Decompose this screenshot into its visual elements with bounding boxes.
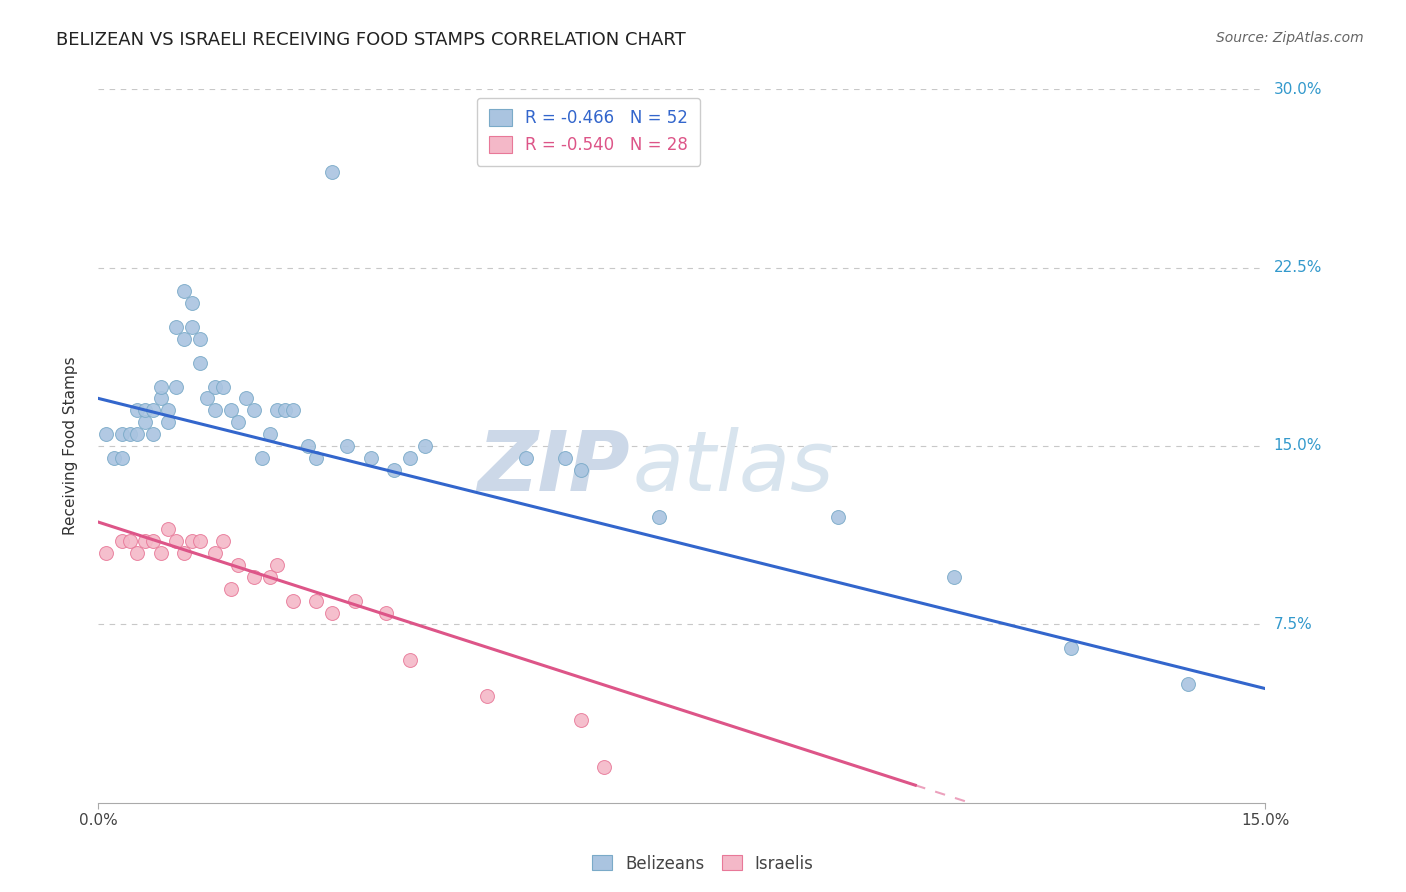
- Point: [111, 427, 134, 442]
- Point: [398, 653, 420, 667]
- Legend: Belizeans, Israelis: Belizeans, Israelis: [586, 848, 820, 880]
- Y-axis label: Receiving Food Stamps: Receiving Food Stamps: [63, 357, 77, 535]
- Point: [647, 510, 669, 524]
- Point: [149, 546, 172, 560]
- Point: [188, 356, 211, 370]
- Point: [142, 534, 165, 549]
- Point: [165, 379, 187, 393]
- Point: [375, 606, 398, 620]
- Point: [127, 546, 149, 560]
- Point: [1060, 641, 1083, 656]
- Point: [515, 450, 537, 465]
- Point: [157, 522, 180, 536]
- Point: [173, 332, 195, 346]
- Point: [165, 320, 187, 334]
- Point: [188, 332, 211, 346]
- Text: 7.5%: 7.5%: [1274, 617, 1312, 632]
- Point: [382, 463, 405, 477]
- Point: [336, 439, 359, 453]
- Point: [281, 403, 304, 417]
- Point: [321, 165, 343, 179]
- Point: [142, 403, 165, 417]
- Point: [243, 403, 266, 417]
- Point: [250, 450, 273, 465]
- Point: [127, 403, 149, 417]
- Point: [228, 558, 250, 572]
- Point: [413, 439, 436, 453]
- Point: [134, 415, 156, 429]
- Point: [305, 593, 328, 607]
- Point: [134, 403, 156, 417]
- Point: [204, 403, 226, 417]
- Point: [305, 450, 328, 465]
- Text: 22.5%: 22.5%: [1274, 260, 1322, 275]
- Point: [157, 403, 180, 417]
- Point: [274, 403, 297, 417]
- Point: [943, 570, 966, 584]
- Point: [212, 534, 235, 549]
- Point: [1177, 677, 1199, 691]
- Point: [321, 606, 343, 620]
- Point: [180, 320, 202, 334]
- Point: [569, 463, 592, 477]
- Point: [259, 570, 281, 584]
- Point: [297, 439, 319, 453]
- Point: [134, 534, 156, 549]
- Text: Source: ZipAtlas.com: Source: ZipAtlas.com: [1216, 31, 1364, 45]
- Point: [118, 534, 141, 549]
- Point: [195, 392, 218, 406]
- Point: [259, 427, 281, 442]
- Point: [266, 403, 288, 417]
- Text: BELIZEAN VS ISRAELI RECEIVING FOOD STAMPS CORRELATION CHART: BELIZEAN VS ISRAELI RECEIVING FOOD STAMP…: [56, 31, 686, 49]
- Point: [228, 415, 250, 429]
- Point: [827, 510, 849, 524]
- Point: [103, 450, 125, 465]
- Point: [165, 534, 187, 549]
- Point: [149, 392, 172, 406]
- Point: [157, 415, 180, 429]
- Point: [127, 427, 149, 442]
- Legend: R = -0.466   N = 52, R = -0.540   N = 28: R = -0.466 N = 52, R = -0.540 N = 28: [477, 97, 700, 166]
- Point: [569, 713, 592, 727]
- Point: [212, 379, 235, 393]
- Point: [235, 392, 257, 406]
- Point: [243, 570, 266, 584]
- Point: [180, 296, 202, 310]
- Point: [173, 285, 195, 299]
- Point: [593, 760, 616, 774]
- Point: [111, 450, 134, 465]
- Text: ZIP: ZIP: [477, 427, 630, 508]
- Point: [96, 546, 118, 560]
- Point: [219, 403, 242, 417]
- Point: [344, 593, 367, 607]
- Point: [180, 534, 202, 549]
- Point: [477, 689, 499, 703]
- Point: [142, 427, 165, 442]
- Point: [118, 427, 141, 442]
- Point: [219, 582, 242, 596]
- Point: [281, 593, 304, 607]
- Text: 30.0%: 30.0%: [1274, 82, 1322, 96]
- Point: [149, 379, 172, 393]
- Point: [111, 534, 134, 549]
- Point: [204, 546, 226, 560]
- Point: [398, 450, 420, 465]
- Point: [96, 427, 118, 442]
- Point: [266, 558, 288, 572]
- Point: [173, 546, 195, 560]
- Text: 15.0%: 15.0%: [1274, 439, 1322, 453]
- Point: [188, 534, 211, 549]
- Point: [360, 450, 382, 465]
- Point: [554, 450, 576, 465]
- Point: [204, 379, 226, 393]
- Text: atlas: atlas: [633, 427, 835, 508]
